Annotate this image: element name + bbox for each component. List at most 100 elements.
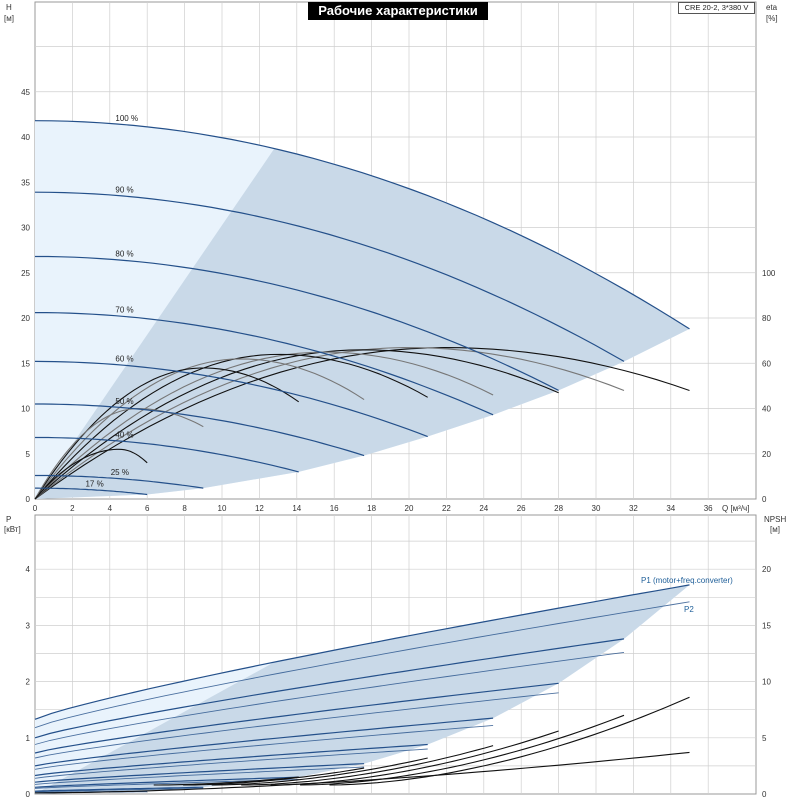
p2-curve	[34, 787, 204, 793]
npsh-tick-label: 10	[762, 678, 771, 687]
speed-label: 90 %	[115, 185, 133, 194]
speed-label: 80 %	[115, 250, 133, 259]
top-plot: 100 %90 %80 %70 %60 %50 %40 %25 %17 %0 2 4…	[4, 1, 778, 513]
p-tick-label: 3	[26, 621, 31, 630]
speed-label: 17 %	[85, 479, 103, 488]
head-curve	[35, 312, 494, 416]
eta-tick-label: 40	[762, 405, 771, 414]
p1-curve	[34, 638, 625, 739]
x-tick-label: 30	[592, 504, 601, 513]
h-tick-label: 20	[21, 314, 30, 323]
p1-curve	[34, 776, 299, 788]
head-curve	[35, 403, 365, 457]
p1-curve	[34, 717, 494, 767]
head-curve	[34, 191, 625, 362]
head-curve	[35, 474, 204, 489]
eta-curve	[34, 349, 559, 500]
eta-curve	[34, 358, 365, 500]
eta-tick-label: 80	[762, 314, 771, 323]
npsh-curve	[153, 776, 299, 786]
x-tick-label: 6	[145, 504, 150, 513]
npsh-curve	[300, 714, 625, 786]
eta-curve	[34, 351, 494, 500]
eta-tick-label: 100	[762, 269, 776, 278]
speed-label: 25 %	[111, 468, 129, 477]
speed-label: 40 %	[115, 431, 133, 440]
eta-curve	[34, 367, 300, 500]
npsh-curve	[183, 767, 365, 786]
eta-tick-label: 20	[762, 450, 771, 459]
npsh-tick-label: 20	[762, 565, 771, 574]
x-tick-label: 18	[367, 504, 376, 513]
p1-curve	[34, 743, 428, 777]
h-tick-label: 5	[26, 450, 31, 459]
h-axis-unit: [м]	[4, 14, 14, 23]
x-tick-label: 0	[33, 504, 38, 513]
head-curve	[34, 360, 428, 438]
eta-curve	[34, 408, 204, 500]
h-tick-label: 45	[21, 88, 30, 97]
npsh-base-curve	[34, 751, 690, 794]
npsh-axis-unit: [м]	[770, 525, 780, 534]
q-axis-label: Q [м³/ч]	[722, 504, 749, 513]
p2-curve	[34, 601, 690, 729]
speed-label: 100 %	[115, 114, 138, 123]
npsh-axis-label: NPSH	[764, 515, 786, 524]
chart-title: Рабочие характеристики	[308, 2, 488, 20]
p1-curve	[34, 682, 559, 754]
eta-tick-label: 60	[762, 359, 771, 368]
head-curve	[34, 120, 690, 330]
eta-axis-label: eta	[766, 3, 778, 12]
speed-label: 50 %	[115, 397, 133, 406]
p2-curve	[34, 724, 494, 770]
x-tick-label: 2	[70, 504, 75, 513]
p2-curve	[34, 748, 428, 779]
p-tick-label: 1	[26, 734, 31, 743]
x-tick-label: 12	[255, 504, 264, 513]
model-label: CRE 20-2, 3*380 V	[678, 2, 755, 14]
h-axis-label: H	[6, 3, 12, 12]
x-tick-label: 8	[182, 504, 187, 513]
operating-range-dark	[35, 148, 690, 499]
npsh-tick-label: 5	[762, 734, 767, 743]
p-tick-label: 4	[26, 565, 31, 574]
p-axis-unit: [кВт]	[4, 525, 21, 534]
p1-curve	[34, 584, 690, 720]
bottom-plot: 0 1 2 3 4 0 5 10 15 20 P[кВт] NPSH[м] P1 (motor+freq…	[4, 514, 786, 799]
h-tick-label: 0	[26, 495, 31, 504]
p2-curve	[34, 692, 559, 759]
eta-curve	[34, 448, 148, 500]
x-tick-label: 32	[629, 504, 638, 513]
speed-label: 70 %	[115, 306, 133, 315]
p-tick-label: 2	[26, 678, 31, 687]
x-tick-label: 24	[479, 504, 488, 513]
npsh-curve	[211, 757, 428, 786]
h-tick-label: 10	[21, 405, 30, 414]
eta-axis-unit: [%]	[766, 14, 778, 23]
p1-curve	[34, 786, 204, 792]
x-tick-label: 10	[218, 504, 227, 513]
h-tick-label: 40	[21, 133, 30, 142]
npsh-curve	[241, 745, 494, 786]
speed-label: 60 %	[115, 355, 133, 364]
head-curve	[35, 487, 148, 496]
p2-curve	[34, 651, 625, 745]
h-tick-label: 25	[21, 269, 30, 278]
p1-curve	[34, 763, 365, 783]
head-curve	[35, 436, 299, 473]
p1-series-label: P1 (motor+freq.converter)	[641, 576, 733, 585]
x-tick-label: 4	[108, 504, 113, 513]
eta-tick-label: 0	[762, 495, 767, 504]
head-curve	[35, 255, 559, 391]
power-range-dark	[35, 584, 690, 794]
npsh-tick-label: 0	[762, 790, 767, 799]
npsh-curve	[329, 696, 690, 786]
h-tick-label: 15	[21, 359, 30, 368]
x-tick-label: 22	[442, 504, 451, 513]
p-axis-label: P	[6, 515, 11, 524]
p2-curve	[34, 766, 365, 785]
x-tick-label: 34	[666, 504, 675, 513]
npsh-tick-label: 15	[762, 621, 771, 630]
x-tick-label: 16	[330, 504, 339, 513]
